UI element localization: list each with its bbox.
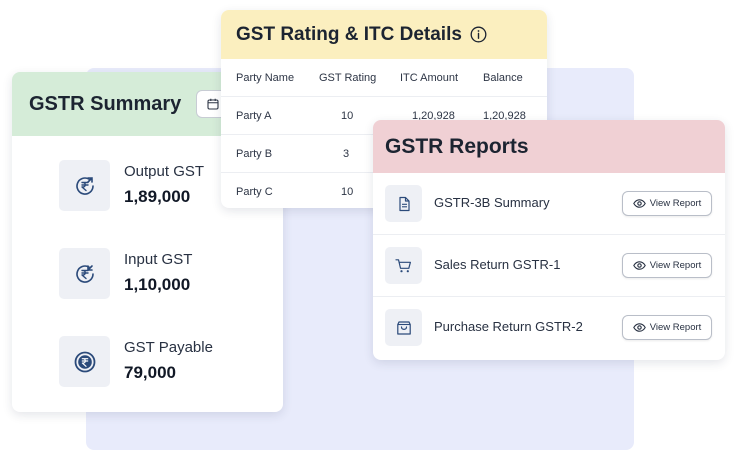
view-report-label: View Report [649, 260, 702, 271]
shopping-bag-icon [396, 320, 411, 335]
gstr-reports-title: GSTR Reports [385, 134, 529, 158]
calendar-icon [207, 98, 219, 110]
document-icon [398, 196, 410, 211]
gst-payable-value: 79,000 [124, 363, 176, 382]
view-report-label: View Report [649, 198, 702, 209]
eye-icon [632, 323, 646, 332]
gstr-reports-card: GSTR Reports GSTR-3B Summary View Report [373, 120, 725, 360]
table-row[interactable]: Party C 10 [221, 173, 547, 209]
view-report-button[interactable]: View Report [622, 253, 712, 278]
rupee-up-arrow-icon [75, 176, 94, 195]
party-name-cell: Party B [236, 147, 273, 160]
itc-amount-cell: 1,20,928 [412, 109, 455, 122]
output-gst-value: 1,89,000 [124, 187, 191, 206]
balance-cell: 1,20,928 [483, 109, 526, 122]
cart-icon [395, 258, 411, 272]
column-header-itc-amount: ITC Amount [400, 71, 459, 84]
gst-rating-cell: 10 [341, 109, 354, 122]
gstr-summary-title: GSTR Summary [29, 92, 182, 115]
party-name-cell: Party C [236, 185, 273, 198]
gst-rating-title: GST Rating & ITC Details [236, 23, 462, 45]
view-report-button[interactable]: View Report [622, 315, 712, 340]
eye-icon [632, 261, 646, 270]
report-label: GSTR-3B Summary [434, 195, 550, 210]
rupee-down-arrow-icon [75, 264, 94, 283]
info-icon[interactable] [470, 26, 487, 43]
output-gst-label: Output GST [124, 163, 205, 180]
report-label: Purchase Return GSTR-2 [434, 319, 583, 334]
report-row-purchase-return: Purchase Return GSTR-2 View Report [373, 297, 725, 358]
rupee-coin-icon [74, 351, 95, 372]
column-header-party-name: Party Name [236, 71, 295, 84]
column-header-balance: Balance [483, 71, 523, 84]
summary-item-output-gst: Output GST 1,89,000 [59, 160, 204, 211]
input-gst-value: 1,10,000 [124, 275, 191, 294]
gst-rating-cell: 10 [341, 185, 354, 198]
input-gst-label: Input GST [124, 251, 193, 268]
view-report-label: View Report [649, 322, 702, 333]
eye-icon [632, 199, 646, 208]
column-header-gst-rating: GST Rating [319, 71, 377, 84]
gst-payable-label: GST Payable [124, 339, 213, 356]
report-row-gstr-3b: GSTR-3B Summary View Report [373, 173, 725, 235]
party-name-cell: Party A [236, 109, 272, 122]
view-report-button[interactable]: View Report [622, 191, 712, 216]
report-row-sales-return: Sales Return GSTR-1 View Report [373, 235, 725, 297]
table-header-row: Party Name GST Rating ITC Amount Balance [221, 59, 547, 97]
summary-item-gst-payable: GST Payable 79,000 [59, 336, 213, 387]
report-label: Sales Return GSTR-1 [434, 257, 561, 272]
gstr-reports-header: GSTR Reports [373, 120, 725, 173]
gst-rating-header: GST Rating & ITC Details [221, 10, 547, 59]
summary-item-input-gst: Input GST 1,10,000 [59, 248, 192, 299]
gst-rating-cell: 3 [343, 147, 350, 160]
